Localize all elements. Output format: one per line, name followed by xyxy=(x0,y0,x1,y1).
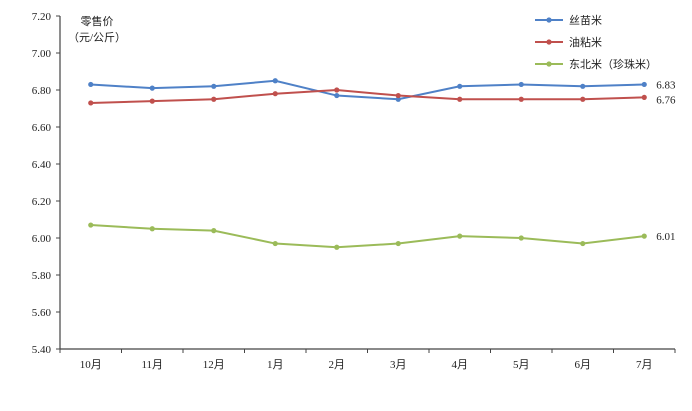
data-point xyxy=(641,233,647,239)
data-point xyxy=(580,83,586,89)
y-tick-label: 7.20 xyxy=(32,11,52,23)
data-point xyxy=(88,222,94,228)
x-tick-label: 5月 xyxy=(513,359,530,371)
data-point xyxy=(272,78,278,84)
data-point xyxy=(457,96,463,102)
end-value-label: 6.76 xyxy=(656,94,676,106)
y-axis-title-line1: 零售价 xyxy=(81,14,114,28)
data-point xyxy=(395,240,401,247)
data-point xyxy=(334,87,340,93)
data-point xyxy=(518,96,524,102)
legend-label: 油粘米 xyxy=(569,35,602,49)
data-point xyxy=(518,235,524,241)
data-point xyxy=(211,83,217,89)
y-tick-label: 6.00 xyxy=(32,233,52,245)
legend-swatch-marker xyxy=(546,61,552,67)
x-tick-label: 6月 xyxy=(575,359,592,371)
data-point xyxy=(211,96,217,102)
y-axis-title-line2: （元/公斤） xyxy=(68,31,126,44)
data-point xyxy=(272,240,278,247)
x-tick-label: 3月 xyxy=(390,359,407,371)
data-point xyxy=(457,233,463,239)
x-tick-label: 12月 xyxy=(203,359,225,371)
y-tick-label: 6.80 xyxy=(32,85,52,97)
x-tick-label: 10月 xyxy=(80,359,102,371)
legend-label: 丝苗米 xyxy=(569,14,602,27)
x-tick-label: 1月 xyxy=(267,359,284,371)
x-tick-label: 4月 xyxy=(452,359,469,371)
data-point xyxy=(641,94,647,100)
y-tick-label: 6.20 xyxy=(32,196,52,208)
x-tick-label: 11月 xyxy=(141,359,163,371)
data-point xyxy=(580,96,586,102)
data-point xyxy=(518,81,524,88)
end-value-label: 6.01 xyxy=(656,231,675,243)
y-tick-label: 7.00 xyxy=(32,48,52,60)
data-point xyxy=(395,92,401,99)
legend-label: 东北米（珍珠米） xyxy=(569,57,657,71)
y-tick-label: 6.60 xyxy=(32,122,52,134)
data-point xyxy=(641,81,647,88)
data-point xyxy=(457,83,463,89)
data-point xyxy=(395,96,401,102)
data-point xyxy=(580,240,586,247)
y-tick-label: 5.60 xyxy=(32,307,52,319)
data-point xyxy=(149,85,155,91)
series-line-0 xyxy=(90,79,645,101)
x-tick-label: 2月 xyxy=(329,359,346,371)
data-point xyxy=(88,81,94,88)
x-tick-label: 7月 xyxy=(636,359,653,371)
series-line-2 xyxy=(90,224,645,249)
data-point xyxy=(334,92,340,99)
y-tick-label: 5.80 xyxy=(32,270,52,282)
data-point xyxy=(211,228,217,234)
data-point xyxy=(88,100,94,106)
data-point xyxy=(149,98,155,104)
legend-swatch-marker xyxy=(546,17,552,23)
series-line-1 xyxy=(90,88,645,104)
data-point xyxy=(149,226,155,232)
data-point xyxy=(334,244,340,250)
y-tick-label: 5.40 xyxy=(32,344,52,356)
end-value-label: 6.83 xyxy=(656,79,676,91)
data-point xyxy=(272,91,278,97)
legend-swatch-marker xyxy=(546,39,552,45)
y-tick-label: 6.40 xyxy=(32,159,52,171)
